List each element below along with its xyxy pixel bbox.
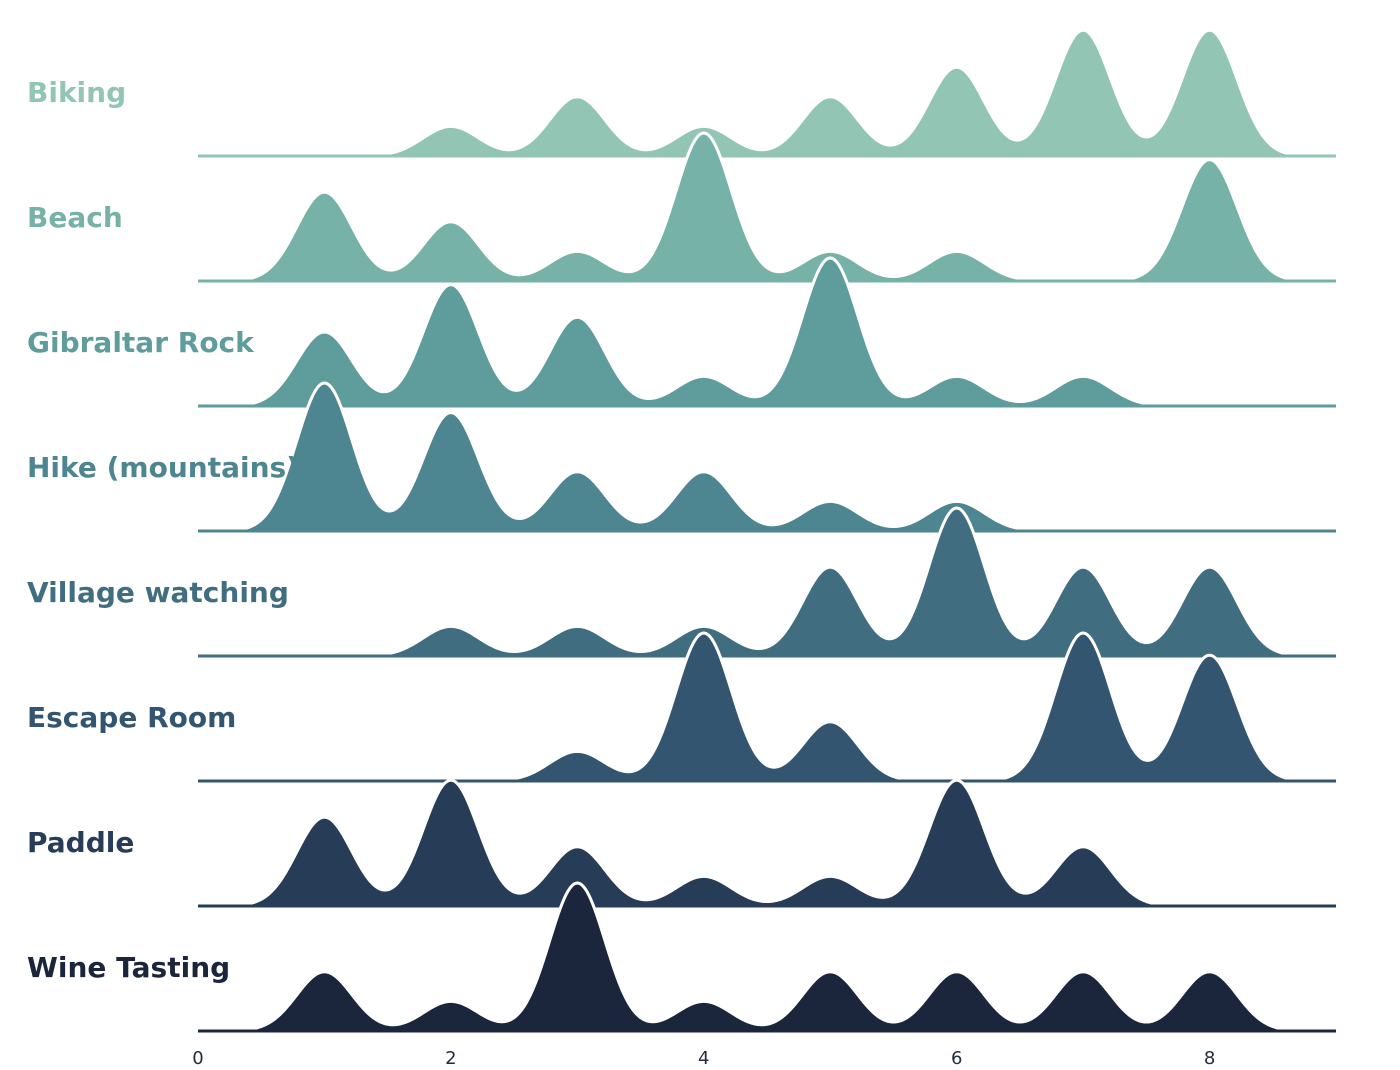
ridge-area [196,131,1338,283]
ridge-wine-tasting [196,881,1338,1033]
ridge-area [196,256,1338,408]
ridge-beach [196,131,1338,283]
row-label: Paddle [27,826,134,859]
x-axis: 0 2 4 6 8 [192,1048,1215,1069]
row-label: Biking [27,76,126,109]
x-tick-label: 2 [445,1048,456,1069]
row-label: Escape Room [27,701,236,734]
ridges [196,28,1338,1033]
x-tick-label: 0 [192,1048,203,1069]
ridge-biking [196,28,1338,158]
row-label: Wine Tasting [27,951,230,984]
row-label: Gibraltar Rock [27,326,255,359]
ridge-area [196,506,1338,658]
x-tick-label: 4 [698,1048,709,1069]
row-label: Hike (mountains) [27,451,299,484]
ridge-area [196,778,1338,908]
ridge-hike-mountains [196,381,1338,533]
ridge-village-watching [196,506,1338,658]
row-labels: Biking Beach Gibraltar Rock Hike (mountains… [27,76,299,984]
x-tick-label: 6 [951,1048,962,1069]
ridge-area [196,881,1338,1033]
ridge-paddle [196,778,1338,908]
ridge-gibraltar-rock [196,256,1338,408]
x-tick-label: 8 [1204,1048,1215,1069]
row-label: Beach [27,201,123,234]
row-label: Village watching [27,576,289,609]
ridge-escape-room [196,631,1338,783]
ridge-area [196,28,1338,158]
